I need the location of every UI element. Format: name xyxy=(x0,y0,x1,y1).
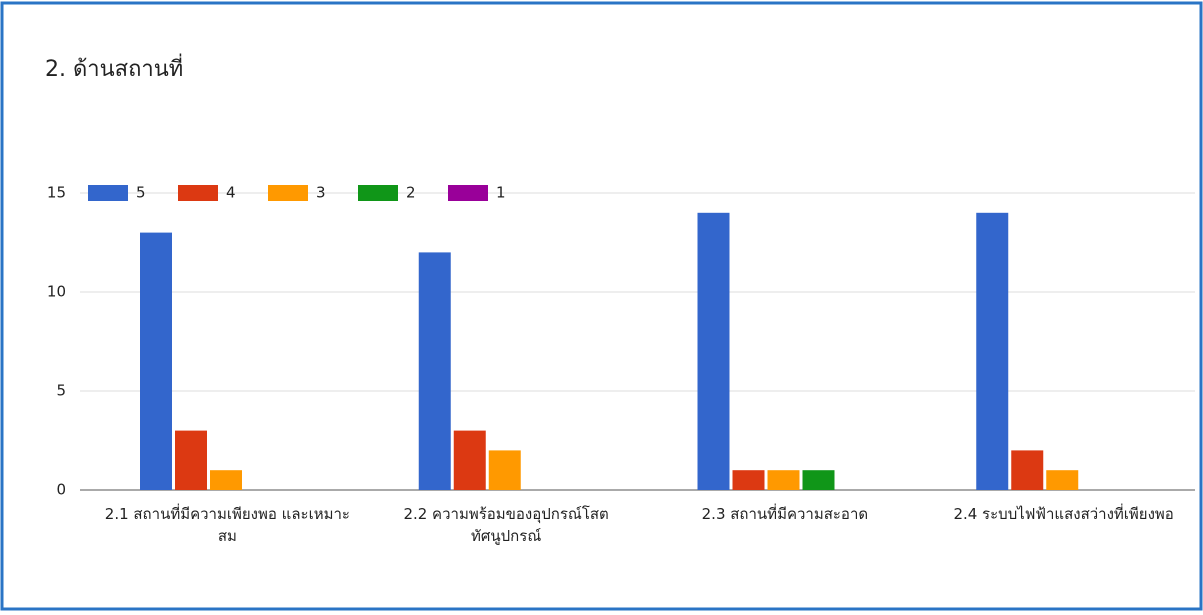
bar xyxy=(210,470,242,490)
bar xyxy=(488,450,521,490)
y-tick-label: 5 xyxy=(56,382,66,400)
x-label-box: 2.2 ความพร้อมของอุปกรณ์โสตทัศนูปกรณ์ xyxy=(403,505,609,545)
x-tick-label: 2.1 สถานที่มีความเพียงพอ และเหมาะสม xyxy=(104,505,350,545)
legend-label: 2 xyxy=(406,184,416,202)
bar xyxy=(767,470,800,490)
chart-title: 2. ด้านสถานที่ xyxy=(45,53,183,82)
y-tick-label: 10 xyxy=(47,283,66,301)
bar xyxy=(418,252,451,490)
legend-swatch xyxy=(268,185,308,201)
bar xyxy=(1011,450,1044,490)
legend-label: 1 xyxy=(496,184,506,202)
bar xyxy=(175,430,207,490)
legend-swatch xyxy=(88,185,128,201)
bar xyxy=(976,212,1009,491)
legend-label: 3 xyxy=(316,184,326,202)
bar xyxy=(732,470,765,490)
bar xyxy=(1046,470,1079,490)
x-label-box: 2.3 สถานที่มีความสะอาด xyxy=(701,505,869,523)
legend-swatch xyxy=(178,185,218,201)
y-tick-label: 0 xyxy=(56,481,66,499)
x-tick-label: 2.3 สถานที่มีความสะอาด xyxy=(701,505,869,523)
x-label-box: 2.4 ระบบไฟฟ้าแสงสว่างที่เพียงพอ xyxy=(953,505,1174,523)
legend-swatch xyxy=(358,185,398,201)
x-tick-label: 2.2 ความพร้อมของอุปกรณ์โสตทัศนูปกรณ์ xyxy=(403,505,609,545)
bar xyxy=(802,470,835,490)
x-tick-label: 2.4 ระบบไฟฟ้าแสงสว่างที่เพียงพอ xyxy=(953,505,1174,523)
y-tick-label: 15 xyxy=(47,184,66,202)
legend-label: 4 xyxy=(226,184,236,202)
legend-label: 5 xyxy=(136,184,146,202)
x-label-box: 2.1 สถานที่มีความเพียงพอ และเหมาะสม xyxy=(104,505,350,545)
legend-swatch xyxy=(448,185,488,201)
bar xyxy=(140,232,172,490)
bar xyxy=(453,430,486,490)
bar xyxy=(697,212,730,491)
